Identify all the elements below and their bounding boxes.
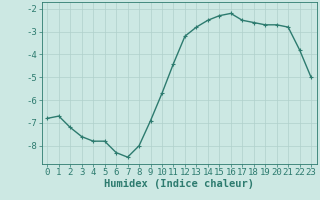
X-axis label: Humidex (Indice chaleur): Humidex (Indice chaleur) bbox=[104, 179, 254, 189]
